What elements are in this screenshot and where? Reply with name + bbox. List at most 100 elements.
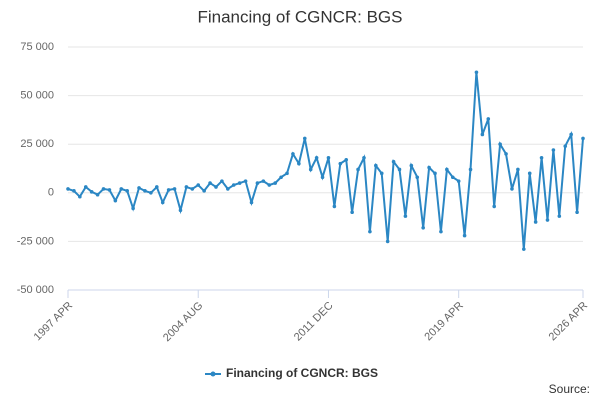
point bbox=[267, 183, 272, 187]
point bbox=[308, 167, 313, 172]
point bbox=[220, 179, 224, 183]
point bbox=[539, 156, 544, 160]
point bbox=[581, 136, 585, 141]
point bbox=[439, 229, 443, 234]
point bbox=[291, 152, 295, 156]
point bbox=[545, 218, 550, 222]
point bbox=[397, 167, 402, 172]
point bbox=[113, 198, 118, 203]
point bbox=[78, 194, 82, 199]
point bbox=[510, 187, 514, 191]
point bbox=[350, 210, 354, 215]
point bbox=[261, 179, 266, 183]
point bbox=[119, 187, 124, 191]
point bbox=[214, 185, 218, 189]
y-tick-label: 0 bbox=[48, 187, 54, 199]
point bbox=[66, 187, 70, 191]
point bbox=[125, 189, 129, 193]
point bbox=[326, 156, 331, 160]
point bbox=[516, 167, 520, 172]
point bbox=[202, 189, 206, 193]
point bbox=[154, 185, 159, 189]
point bbox=[255, 181, 260, 185]
x-tick-label: 2011 DEC bbox=[292, 300, 336, 344]
point bbox=[374, 163, 378, 168]
point bbox=[166, 188, 171, 192]
point bbox=[362, 156, 366, 160]
point bbox=[249, 200, 254, 205]
y-tick-label: 75 000 bbox=[20, 41, 54, 53]
point bbox=[356, 167, 360, 172]
point bbox=[563, 144, 568, 148]
point bbox=[385, 239, 390, 244]
point bbox=[474, 70, 479, 75]
point bbox=[557, 214, 562, 218]
point bbox=[551, 148, 556, 152]
x-tick-label: 2019 APR bbox=[422, 300, 466, 344]
point bbox=[89, 190, 94, 194]
point bbox=[569, 132, 573, 137]
point bbox=[297, 161, 301, 166]
point bbox=[415, 175, 420, 180]
point bbox=[456, 179, 461, 183]
point bbox=[486, 117, 491, 121]
source: Source: bbox=[549, 382, 590, 396]
point bbox=[83, 185, 88, 189]
point bbox=[433, 171, 437, 176]
y-tick-label: 25 000 bbox=[20, 138, 54, 150]
point bbox=[226, 187, 230, 191]
x-tick-label: 1997 APR bbox=[32, 300, 76, 344]
legend-label: Financing of CGNCR: BGS bbox=[226, 366, 378, 380]
point bbox=[462, 233, 467, 238]
point bbox=[368, 229, 372, 234]
point bbox=[131, 206, 135, 211]
point bbox=[450, 175, 455, 180]
point bbox=[137, 186, 141, 190]
y-tick-label: 50 000 bbox=[20, 90, 54, 102]
point bbox=[504, 152, 508, 156]
point bbox=[522, 247, 526, 251]
point bbox=[338, 161, 343, 166]
point bbox=[237, 181, 242, 185]
point bbox=[243, 179, 248, 183]
point bbox=[468, 167, 473, 172]
chart-title: Financing of CGNCR: BGS bbox=[197, 7, 402, 26]
x-tick-label: 2004 AUG bbox=[161, 300, 205, 344]
point bbox=[302, 136, 307, 141]
point bbox=[107, 188, 112, 192]
point bbox=[427, 165, 431, 170]
point bbox=[533, 220, 538, 224]
series-line bbox=[67, 72, 584, 250]
point bbox=[492, 204, 497, 209]
point bbox=[143, 189, 147, 193]
point bbox=[445, 167, 449, 172]
point bbox=[273, 181, 277, 185]
point bbox=[421, 225, 425, 230]
point bbox=[379, 171, 384, 176]
point bbox=[190, 187, 195, 191]
point bbox=[285, 171, 289, 176]
x-tick-label: 2026 APR bbox=[547, 300, 591, 344]
legend-marker bbox=[210, 371, 216, 377]
point bbox=[344, 157, 349, 162]
y-tick-label: -50 000 bbox=[17, 284, 54, 296]
point bbox=[178, 208, 183, 213]
point bbox=[498, 142, 502, 146]
point bbox=[231, 183, 236, 187]
point bbox=[480, 132, 485, 137]
point bbox=[527, 171, 532, 176]
point bbox=[391, 159, 396, 164]
point bbox=[184, 185, 189, 189]
y-tick-label: -25 000 bbox=[17, 235, 54, 247]
point bbox=[72, 189, 76, 193]
point bbox=[196, 183, 201, 187]
point bbox=[208, 181, 212, 185]
point bbox=[95, 192, 100, 197]
point bbox=[403, 214, 408, 218]
point bbox=[160, 200, 165, 205]
point bbox=[575, 210, 579, 215]
point bbox=[149, 191, 153, 195]
point bbox=[101, 187, 106, 191]
point bbox=[332, 204, 337, 209]
